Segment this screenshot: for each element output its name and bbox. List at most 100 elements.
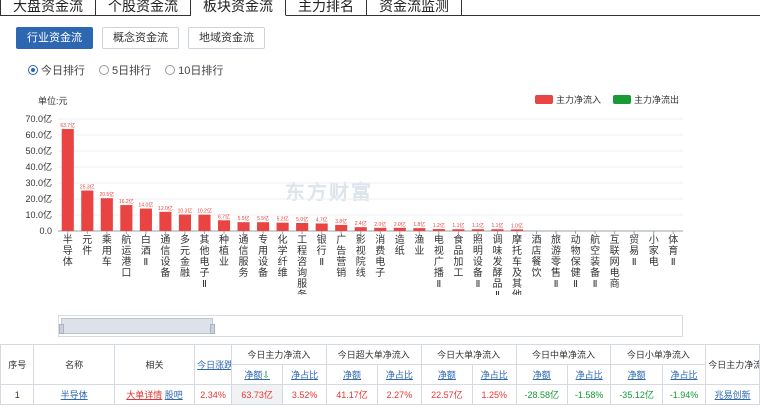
chart-bar bbox=[510, 229, 524, 231]
header-mid-amount[interactable]: 净额 bbox=[515, 364, 568, 385]
bar-value-label: 5.2亿 bbox=[277, 216, 289, 223]
header-small-amount[interactable]: 净额 bbox=[610, 364, 663, 385]
x-tick-label: 摩托车及其他 bbox=[512, 233, 522, 295]
chart-bar bbox=[61, 129, 74, 231]
x-tick-label: 影视院线 bbox=[356, 234, 366, 279]
bar-value-label: 12.0亿 bbox=[158, 205, 173, 212]
cell-small-amount: -35.12亿 bbox=[610, 384, 663, 405]
bar-value-label: 63.7亿 bbox=[60, 122, 75, 129]
bar-value-label: 25.3亿 bbox=[80, 184, 95, 191]
group-header-main: 今日主力净流入 bbox=[230, 344, 327, 365]
radio-icon[interactable] bbox=[165, 65, 176, 75]
chart-legend: 主力净流入 主力净流出 bbox=[535, 93, 679, 106]
chart-bar bbox=[100, 198, 113, 231]
group-header-large: 今日大单净流入 bbox=[420, 344, 517, 365]
x-tick-label: 元件 bbox=[82, 235, 92, 257]
bar-value-label: 10.2亿 bbox=[197, 208, 212, 215]
chart-unit-label: 单位:元 bbox=[38, 96, 68, 106]
tab-market-flow[interactable]: 大盘资金流 bbox=[0, 0, 96, 16]
header-change[interactable]: 今日涨跌幅 bbox=[194, 344, 232, 385]
subtab-region-flow[interactable]: 地域资金流 bbox=[188, 27, 265, 49]
rank-option-label: 今日排行 bbox=[41, 65, 85, 77]
forum-link[interactable]: 股吧 bbox=[164, 390, 183, 400]
legend-outflow[interactable]: 主力净流出 bbox=[613, 93, 679, 106]
group-header-super: 今日超大单净流入 bbox=[325, 344, 422, 365]
tab-main-ranking[interactable]: 主力排名 bbox=[286, 0, 367, 16]
bar-value-label: 16.2亿 bbox=[119, 198, 134, 205]
chart-bar bbox=[452, 229, 465, 231]
cell-large-amount: 22.57亿 bbox=[420, 384, 474, 405]
chart-bar bbox=[178, 214, 192, 231]
chart-bar bbox=[159, 211, 172, 231]
x-tick-label: 体育 Ⅱ bbox=[668, 234, 678, 268]
zoom-window[interactable] bbox=[59, 318, 215, 334]
header-small-ratio[interactable]: 净占比 bbox=[661, 364, 707, 385]
tab-stock-flow[interactable]: 个股资金流 bbox=[96, 0, 191, 16]
chart-bar bbox=[217, 220, 231, 231]
y-tick-label: 30.0亿 bbox=[25, 177, 52, 188]
chart-bar bbox=[81, 190, 94, 231]
bar-value-label: 1.1亿 bbox=[491, 222, 503, 229]
bar-value-label: 5.5亿 bbox=[257, 215, 269, 222]
y-tick-label: 60.0亿 bbox=[25, 129, 52, 140]
cell-small-ratio: -1.94% bbox=[661, 384, 707, 405]
group-header-small: 今日小单净流入 bbox=[610, 344, 707, 365]
bar-value-label: 1.2亿 bbox=[433, 222, 445, 229]
x-tick-label: 照明设备 Ⅱ bbox=[473, 234, 483, 290]
header-name: 名称 bbox=[33, 344, 115, 385]
legend-inflow[interactable]: 主力净流入 bbox=[535, 93, 601, 106]
chart-bar bbox=[393, 227, 406, 231]
radio-icon[interactable] bbox=[99, 65, 109, 75]
header-super-amount[interactable]: 净额 bbox=[325, 364, 379, 385]
zoom-handle-right[interactable] bbox=[210, 324, 215, 334]
subtab-industry-flow[interactable]: 行业资金流 bbox=[16, 27, 93, 49]
chart-bar bbox=[491, 229, 504, 231]
bar-value-label: 20.5亿 bbox=[99, 191, 114, 198]
header-large-amount[interactable]: 净额 bbox=[420, 364, 474, 385]
bar-value-label: 2.0亿 bbox=[394, 221, 406, 228]
sector-flow-bar-chart: 0.0 10.0亿 20.0亿 30.0亿 40.0亿 50.0亿 60.0亿 70.0亿 63… bbox=[25, 113, 683, 295]
radio-checked-icon[interactable] bbox=[28, 65, 38, 75]
bar-value-label: 5.0亿 bbox=[296, 216, 308, 223]
x-tick-label: 小家电 bbox=[649, 234, 659, 268]
group-header-mid: 今日中单净流入 bbox=[515, 344, 612, 365]
zoom-handle-left[interactable] bbox=[59, 324, 64, 334]
y-tick-label: 0.0 bbox=[39, 226, 52, 236]
rank-option-today[interactable]: 今日排行 bbox=[28, 62, 85, 78]
cell-mid-ratio: -1.58% bbox=[566, 384, 612, 405]
big-order-detail-link[interactable]: 大单详情 bbox=[126, 390, 163, 400]
chart-zoom-scrollbar[interactable] bbox=[58, 315, 683, 337]
cell-mid-amount: -28.58亿 bbox=[515, 384, 568, 405]
cell-change: 2.34% bbox=[194, 384, 232, 405]
tab-sector-flow[interactable]: 板块资金流 bbox=[191, 0, 286, 16]
header-mid-ratio[interactable]: 净占比 bbox=[566, 364, 612, 385]
bar-value-label: 4.7亿 bbox=[316, 216, 328, 223]
header-super-ratio[interactable]: 净占比 bbox=[377, 364, 422, 385]
chart-bar bbox=[276, 222, 289, 231]
header-large-ratio[interactable]: 净占比 bbox=[472, 364, 517, 385]
group-header-top-stock: 今日主力净流入最大股 bbox=[705, 344, 760, 385]
bar-value-label: 14.0亿 bbox=[139, 202, 154, 209]
cell-super-ratio: 2.27% bbox=[377, 384, 422, 405]
header-main-amount[interactable]: 净额⇩ bbox=[230, 364, 284, 385]
rank-period-options: 今日排行 5日排行 10日排行 bbox=[28, 62, 223, 78]
rank-option-10day[interactable]: 10日排行 bbox=[165, 62, 223, 78]
header-related: 相关 bbox=[113, 344, 196, 385]
cell-top-stock[interactable]: 兆易创新 bbox=[705, 384, 760, 405]
x-tick-label: 航空装备 Ⅱ bbox=[590, 233, 600, 290]
rank-option-label: 10日排行 bbox=[178, 65, 224, 77]
x-tick-label: 渔业 bbox=[414, 234, 424, 257]
cell-super-amount: 41.17亿 bbox=[325, 384, 379, 405]
chart-bar bbox=[335, 224, 348, 231]
legend-label-inflow: 主力净流入 bbox=[556, 95, 602, 105]
chart-bar bbox=[315, 223, 328, 231]
bar-value-label: 1.0亿 bbox=[511, 222, 523, 229]
subtab-concept-flow[interactable]: 概念资金流 bbox=[102, 27, 179, 49]
bar-value-label: 3.8亿 bbox=[335, 218, 347, 225]
rank-option-5day[interactable]: 5日排行 bbox=[99, 62, 151, 78]
legend-swatch-inflow bbox=[535, 95, 553, 104]
tab-flow-monitor[interactable]: 资金流监测 bbox=[367, 0, 462, 16]
header-main-ratio[interactable]: 净占比 bbox=[282, 364, 327, 385]
cell-large-ratio: 1.25% bbox=[472, 384, 517, 405]
cell-name[interactable]: 半导体 bbox=[33, 384, 115, 405]
